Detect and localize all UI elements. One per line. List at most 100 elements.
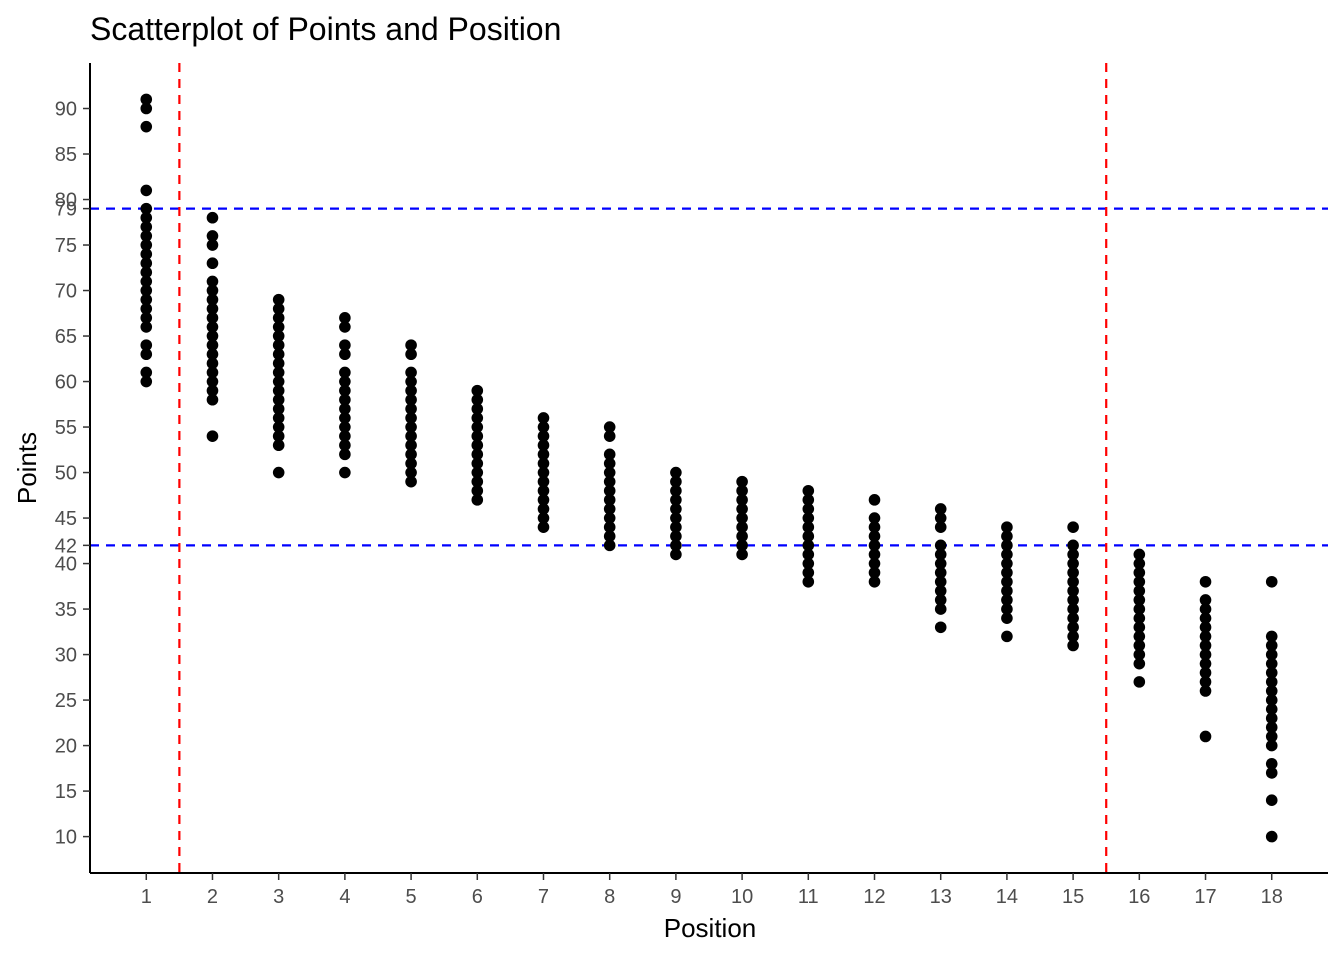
y-tick-label: 40	[55, 554, 77, 576]
data-point	[339, 466, 351, 479]
data-point	[537, 448, 550, 461]
data-point	[1133, 621, 1146, 634]
data-point	[802, 512, 815, 524]
data-point	[1067, 539, 1079, 552]
data-point	[206, 375, 219, 388]
data-point	[206, 211, 219, 224]
data-point	[206, 430, 219, 442]
y-tick-label: 79	[55, 199, 77, 221]
x-tick-label: 3	[273, 886, 284, 908]
data-point	[471, 393, 484, 406]
data-point	[140, 366, 153, 379]
data-point	[934, 548, 947, 561]
data-point	[1001, 530, 1013, 543]
data-point	[405, 475, 417, 488]
x-axis-label: Position	[664, 913, 757, 943]
y-tick-label: 15	[55, 781, 77, 803]
data-point	[140, 275, 153, 288]
data-point	[471, 466, 484, 479]
data-point	[670, 548, 682, 561]
data-point	[339, 375, 351, 388]
x-tick-label: 14	[996, 886, 1018, 908]
data-point	[405, 430, 417, 442]
data-point	[670, 530, 682, 543]
y-tick-label: 55	[55, 417, 77, 439]
data-point	[802, 575, 815, 588]
data-point	[272, 375, 285, 388]
data-point	[206, 302, 219, 315]
data-point	[868, 539, 881, 552]
data-point	[670, 521, 682, 533]
data-point	[736, 539, 748, 552]
data-point	[1133, 594, 1146, 606]
data-point	[1265, 703, 1278, 715]
y-tick-label: 85	[55, 144, 77, 166]
data-point	[868, 548, 881, 561]
data-point	[1265, 630, 1278, 643]
data-point	[1199, 657, 1212, 670]
data-point	[537, 439, 550, 452]
data-point	[603, 484, 616, 497]
data-point	[603, 457, 616, 470]
data-point	[603, 466, 616, 479]
data-point	[1133, 548, 1146, 561]
data-point	[405, 439, 417, 452]
data-point	[934, 621, 947, 634]
x-tick-label: 10	[731, 886, 753, 908]
data-point	[1265, 676, 1278, 688]
data-point	[802, 484, 815, 497]
data-point	[1265, 721, 1278, 734]
data-point	[1067, 603, 1079, 615]
data-point	[339, 339, 351, 351]
data-point	[272, 430, 285, 442]
data-point	[537, 457, 550, 470]
data-point	[537, 512, 550, 524]
data-point	[868, 521, 881, 533]
data-point	[206, 384, 219, 397]
data-point	[339, 448, 351, 461]
data-point	[670, 484, 682, 497]
data-point	[736, 503, 748, 515]
data-point	[405, 457, 417, 470]
data-point	[1199, 603, 1212, 615]
data-point	[1133, 657, 1146, 670]
y-tick-label: 65	[55, 326, 77, 348]
data-point	[140, 266, 153, 279]
data-point	[537, 475, 550, 488]
data-point	[1067, 557, 1079, 570]
x-tick-label: 5	[406, 886, 417, 908]
data-point	[206, 230, 219, 242]
data-point	[603, 503, 616, 515]
data-point	[405, 393, 417, 406]
data-point	[603, 430, 616, 442]
data-point	[1265, 648, 1278, 661]
data-point	[1265, 694, 1278, 706]
data-point	[934, 521, 947, 533]
data-point	[471, 430, 484, 442]
data-point	[934, 575, 947, 588]
data-point	[1265, 666, 1278, 679]
data-point	[537, 412, 550, 424]
data-point	[802, 548, 815, 561]
data-point	[140, 284, 153, 297]
data-point	[272, 330, 285, 342]
y-tick-label: 25	[55, 690, 77, 712]
x-tick-label: 1	[141, 886, 152, 908]
data-point	[670, 494, 682, 506]
y-tick-label: 10	[55, 827, 77, 849]
data-point	[272, 421, 285, 433]
data-point	[140, 93, 153, 106]
chart-title: Scatterplot of Points and Position	[90, 11, 561, 47]
data-point	[405, 375, 417, 388]
data-point	[1067, 548, 1079, 561]
data-point	[405, 348, 417, 361]
data-point	[272, 403, 285, 415]
data-point	[140, 375, 153, 388]
data-point	[339, 393, 351, 406]
data-point	[339, 403, 351, 415]
x-tick-label: 11	[798, 886, 819, 908]
data-point	[272, 384, 285, 397]
data-point	[537, 466, 550, 479]
data-point	[1133, 639, 1146, 652]
data-point	[206, 393, 219, 406]
